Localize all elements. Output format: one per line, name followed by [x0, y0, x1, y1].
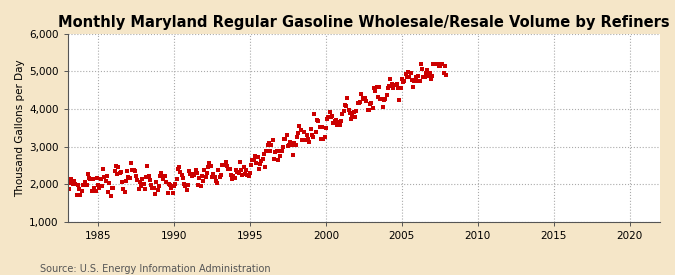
Text: Source: U.S. Energy Information Administration: Source: U.S. Energy Information Administ… — [40, 264, 271, 274]
Title: Monthly Maryland Regular Gasoline Wholesale/Resale Volume by Refiners: Monthly Maryland Regular Gasoline Wholes… — [58, 15, 670, 30]
Y-axis label: Thousand Gallons per Day: Thousand Gallons per Day — [15, 59, 25, 197]
